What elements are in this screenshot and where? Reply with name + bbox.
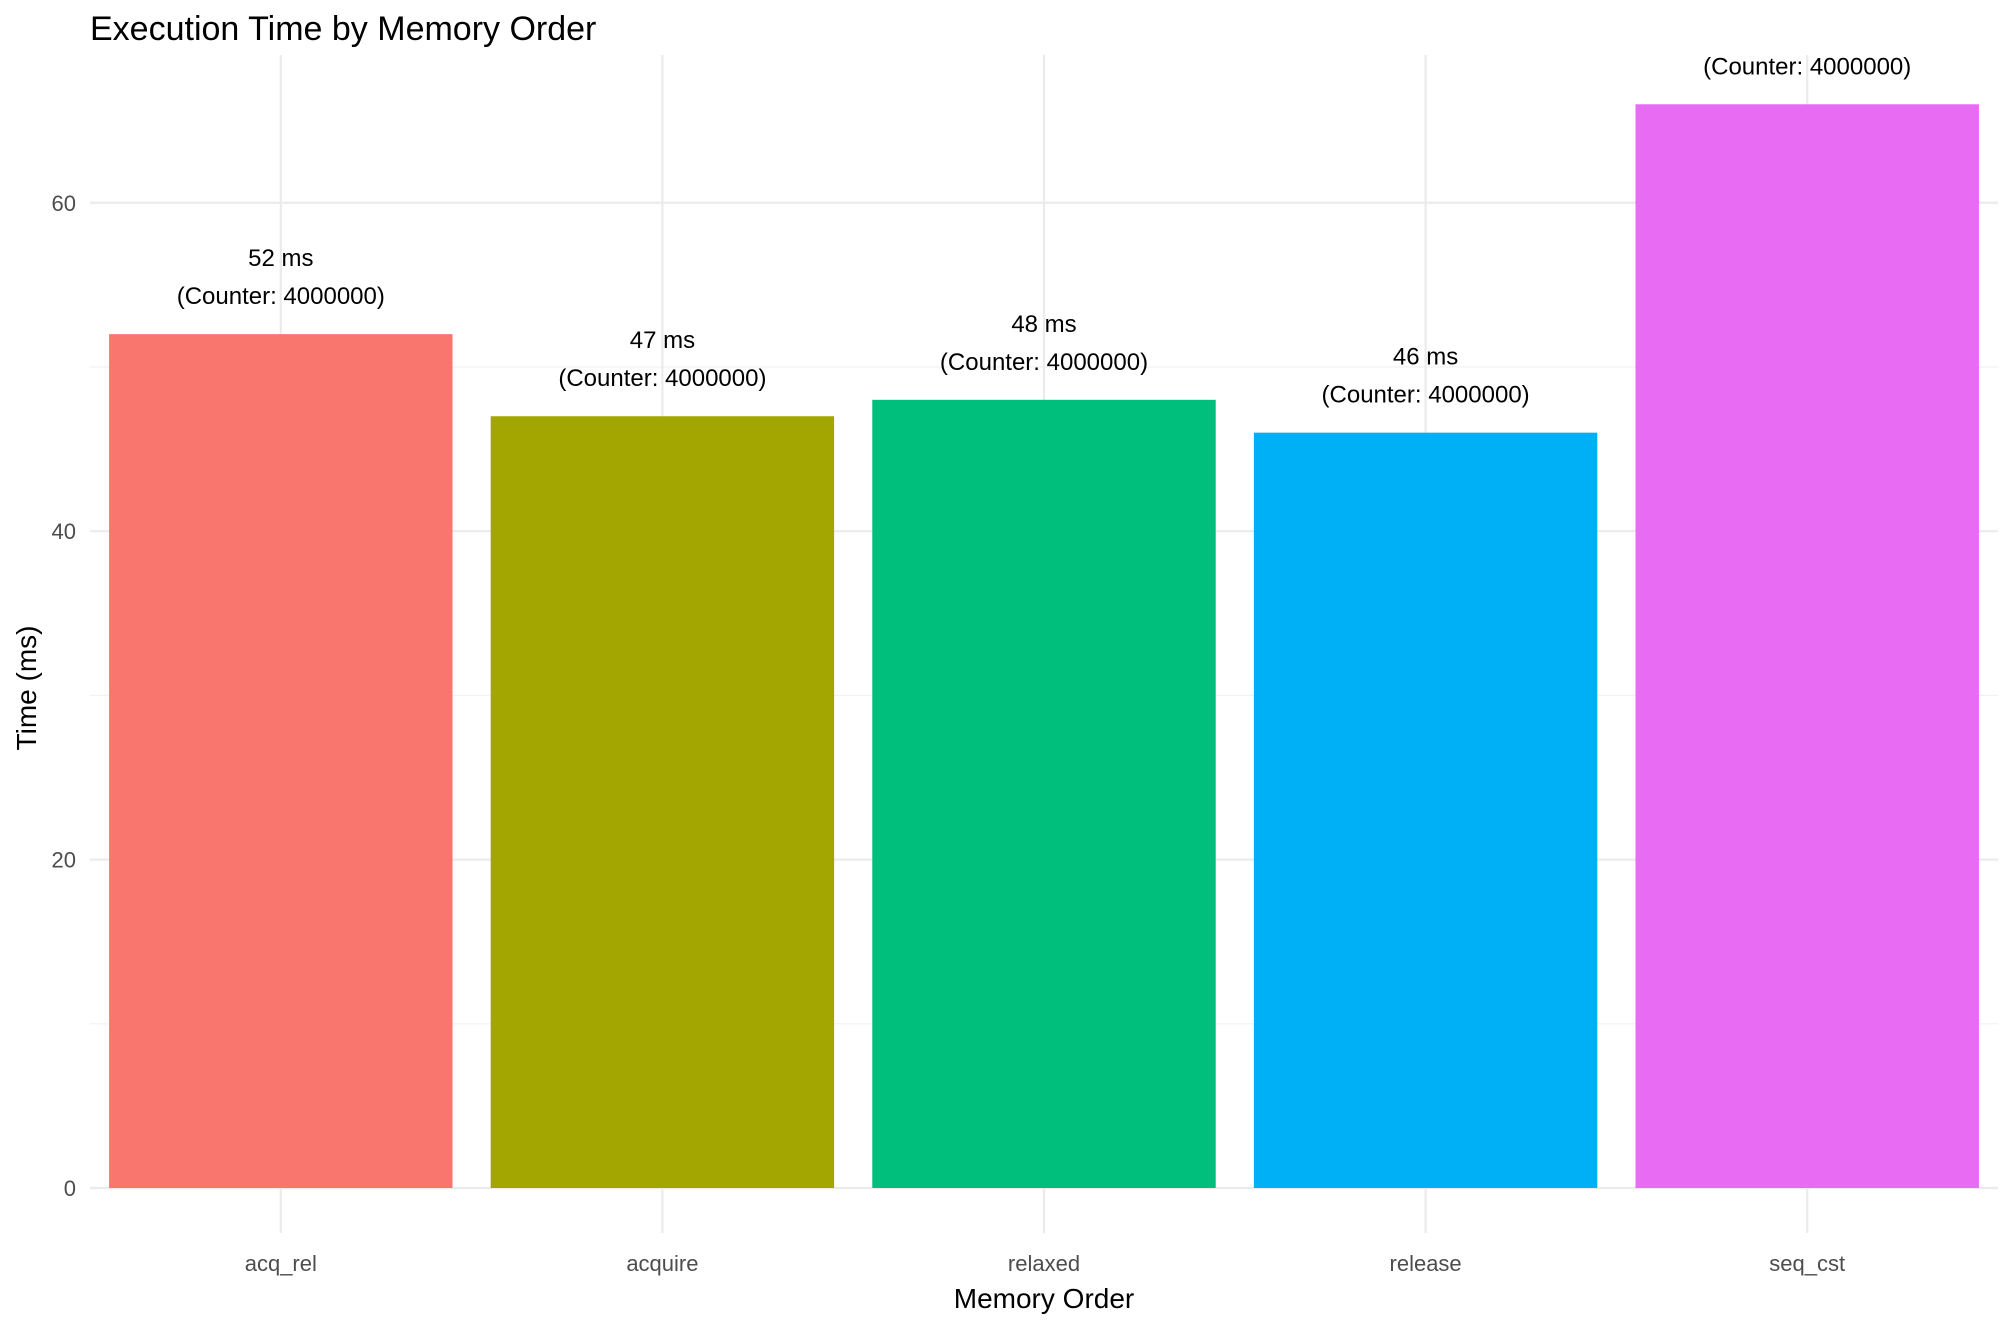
bar-acq-rel: [109, 334, 453, 1189]
bar-data-label: 52 ms: [248, 245, 313, 272]
y-axis-title: Time (ms): [11, 626, 42, 751]
data-labels: 52 ms (Counter: 4000000) 47 ms (Counter: 40…: [177, 53, 1912, 408]
y-tick-label: 40: [52, 519, 76, 544]
bar-data-label: (Counter: 4000000): [558, 365, 766, 392]
bar-acquire: [490, 416, 835, 1189]
y-axis-ticks: 0 20 40 60: [52, 191, 76, 1201]
y-tick-label: 20: [52, 848, 76, 873]
y-tick-label: 60: [52, 191, 76, 216]
bars: [109, 104, 1979, 1189]
bar-data-label: (Counter: 4000000): [940, 349, 1148, 376]
bar-data-label: 48 ms: [1011, 311, 1076, 338]
bar-release: [1253, 432, 1598, 1189]
bar-data-label: (Counter: 4000000): [1322, 382, 1530, 409]
x-axis-title: Memory Order: [954, 1283, 1134, 1314]
x-axis-ticks: acq_rel acquire relaxed release seq_cst: [245, 1251, 1845, 1276]
bar-data-label: 47 ms: [630, 327, 695, 354]
x-tick-label: release: [1390, 1251, 1462, 1276]
x-tick-label: relaxed: [1008, 1251, 1080, 1276]
x-tick-label: acquire: [626, 1251, 698, 1276]
x-tick-label: seq_cst: [1769, 1251, 1845, 1276]
bar-data-label: (Counter: 4000000): [1703, 53, 1911, 80]
bar-data-label: 46 ms: [1393, 344, 1458, 371]
bar-seq-cst: [1635, 104, 1979, 1189]
bar-data-label: (Counter: 4000000): [177, 283, 385, 310]
y-tick-label: 0: [64, 1176, 76, 1201]
bar-relaxed: [872, 399, 1216, 1189]
chart-title: Execution Time by Memory Order: [90, 10, 596, 48]
x-tick-label: acq_rel: [245, 1251, 317, 1276]
